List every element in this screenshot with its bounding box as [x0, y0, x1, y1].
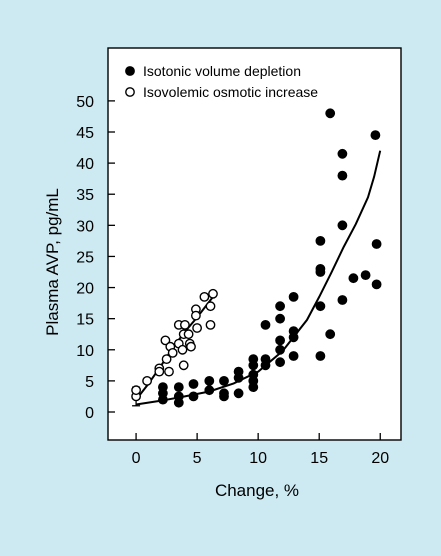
- data-point-open: [164, 366, 174, 377]
- y-tick-label: 50: [76, 94, 94, 111]
- y-tick-label: 45: [76, 125, 94, 142]
- data-point-filled: [315, 301, 326, 312]
- x-tick-label: 0: [132, 450, 141, 467]
- y-tick-label: 10: [76, 343, 94, 360]
- data-point-filled: [248, 382, 259, 392]
- data-point-filled: [233, 372, 244, 383]
- data-point-filled: [325, 108, 336, 119]
- y-tick-label: 40: [76, 156, 94, 173]
- data-point-filled: [315, 267, 326, 277]
- data-point-filled: [315, 351, 326, 361]
- data-point-open: [199, 291, 210, 302]
- data-point-open: [167, 347, 178, 358]
- axes: 0 5 10 15 20 0 5 10 15 20 25 30 35 40 45 50: [76, 94, 389, 467]
- data-point-filled: [337, 295, 348, 305]
- x-tick-label: 5: [193, 450, 202, 467]
- data-point-filled: [260, 319, 271, 330]
- y-tick-label: 25: [76, 249, 94, 266]
- y-tick-label: 5: [85, 374, 94, 391]
- data-point-filled: [173, 382, 184, 392]
- data-point-filled: [315, 235, 326, 246]
- data-point-open: [179, 319, 190, 330]
- x-tick-label: 10: [249, 450, 267, 467]
- data-point-filled: [275, 357, 285, 368]
- data-point-open: [192, 323, 203, 333]
- data-point-filled: [275, 344, 285, 355]
- data-point-filled: [219, 375, 229, 386]
- data-point-filled: [188, 379, 199, 389]
- data-point-filled: [360, 270, 371, 280]
- data-point-filled: [157, 394, 168, 405]
- data-point-filled: [288, 332, 299, 343]
- y-tick-label: 35: [76, 187, 94, 204]
- data-point-filled: [219, 391, 229, 402]
- data-point-filled: [275, 301, 285, 312]
- data-point-open: [208, 288, 218, 299]
- data-point-filled: [233, 388, 244, 399]
- data-point-filled: [188, 391, 199, 402]
- data-point-filled: [337, 148, 348, 159]
- data-point-open: [154, 366, 165, 377]
- data-point-open: [177, 344, 188, 355]
- data-point-filled: [371, 239, 382, 249]
- data-point-open: [161, 354, 172, 364]
- data-point-filled: [204, 385, 215, 396]
- data-point-filled: [173, 397, 184, 408]
- data-point-open: [205, 319, 216, 330]
- legend-label: Isotonic volume depletion: [143, 63, 301, 79]
- data-point-open: [186, 341, 196, 352]
- x-tick-label: 20: [371, 450, 389, 467]
- data-point-filled: [248, 360, 259, 371]
- data-point-filled: [337, 220, 348, 231]
- y-tick-label: 30: [76, 218, 94, 235]
- y-axis-label: Plasma AVP, pg/mL: [43, 188, 62, 336]
- y-tick-label: 15: [76, 312, 94, 329]
- data-point-filled: [275, 335, 285, 346]
- x-axis-label: Change, %: [215, 481, 299, 500]
- legend-marker: [125, 66, 135, 76]
- data-point-open: [183, 329, 194, 340]
- data-point-open: [190, 310, 201, 321]
- y-tick-label: 0: [85, 405, 94, 422]
- legend-label: Isovolemic osmotic increase: [143, 84, 318, 100]
- legend: Isotonic volume depletion Isovolemic osmo…: [125, 63, 318, 100]
- data-point-filled: [275, 313, 285, 324]
- data-point-open: [160, 335, 171, 346]
- data-point-open: [205, 301, 216, 312]
- data-point-filled: [348, 273, 359, 284]
- legend-marker: [125, 87, 135, 97]
- x-tick-label: 15: [310, 450, 328, 467]
- data-point-filled: [370, 130, 381, 141]
- data-point-filled: [204, 375, 215, 386]
- data-point-filled: [288, 291, 299, 302]
- data-point-filled: [337, 170, 348, 181]
- data-point-filled: [260, 360, 271, 371]
- data-point-filled: [288, 351, 299, 361]
- data-point-filled: [325, 329, 336, 340]
- data-point-filled: [371, 279, 382, 290]
- data-point-open: [142, 375, 153, 386]
- y-tick-label: 20: [76, 281, 94, 298]
- data-point-open: [178, 360, 189, 371]
- data-points: [131, 108, 382, 408]
- data-point-open: [131, 385, 142, 396]
